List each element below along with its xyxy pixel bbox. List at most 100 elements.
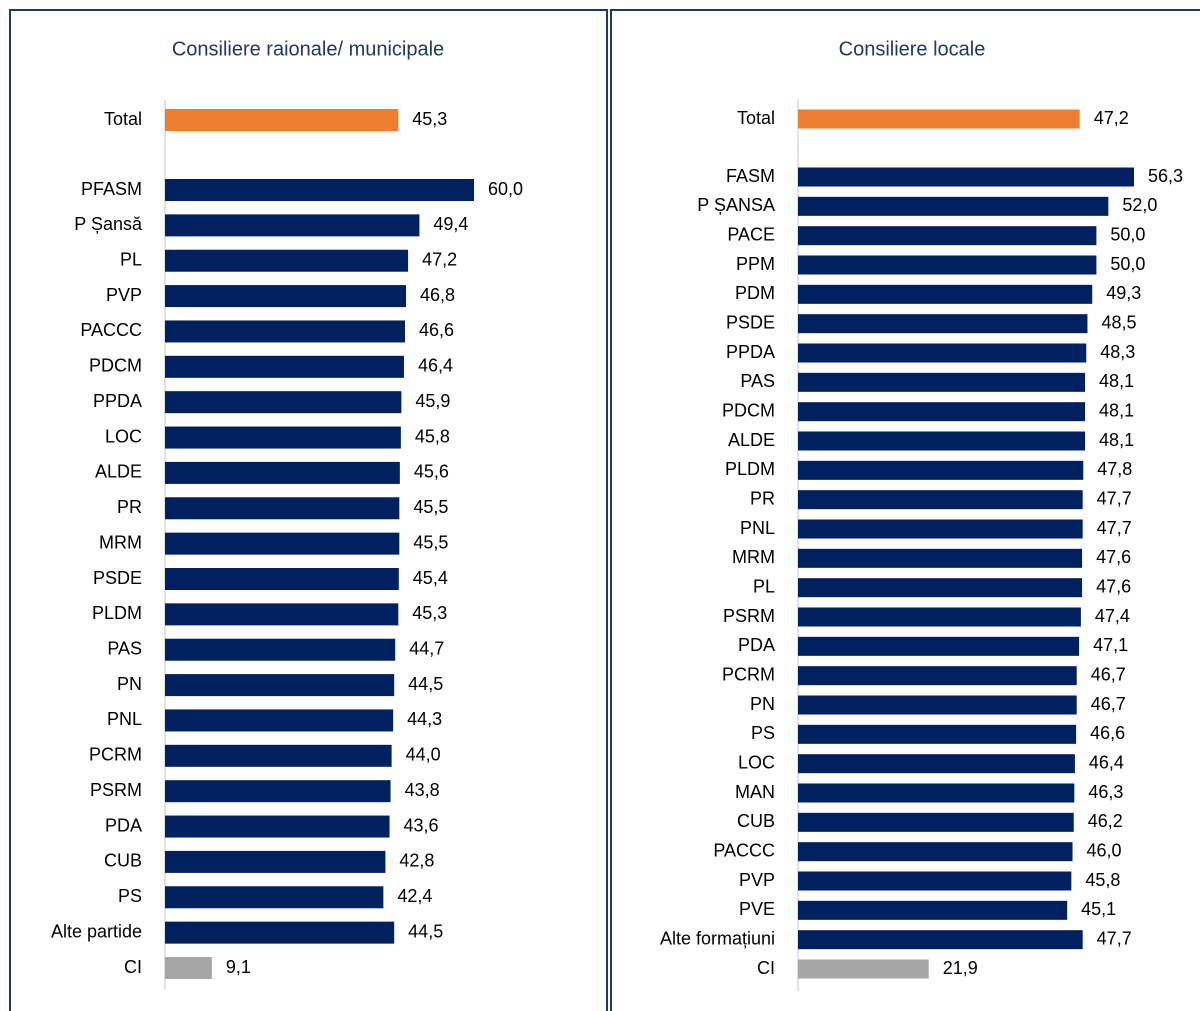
bar [798,314,1088,334]
category-label: P Șansă [74,214,143,234]
bar [165,426,401,449]
category-label: PDM [735,283,775,303]
category-label: PSRM [723,606,775,626]
bar [798,783,1075,803]
category-label: MRM [732,547,775,567]
bar [798,724,1077,744]
bar [798,519,1083,539]
category-label: PDA [105,815,142,835]
bar [165,285,407,308]
value-label: 60,0 [488,179,523,199]
bar [798,754,1075,774]
value-label: 45,3 [412,603,447,623]
bar [798,402,1086,422]
bar [798,607,1081,627]
bar [165,709,394,732]
category-label: ALDE [95,462,142,482]
category-label: PFASM [81,179,142,199]
category-label: PNL [740,518,775,538]
value-label: 46,4 [1089,752,1124,772]
category-label: PNL [107,709,142,729]
bar [165,497,400,520]
bar [798,284,1093,304]
bar [165,391,402,414]
chart-title: Consiliere locale [839,38,986,60]
category-label: CUB [104,851,142,871]
value-label: 47,7 [1097,518,1132,538]
value-label: 56,3 [1148,166,1183,186]
value-label: 47,6 [1096,576,1131,596]
bar [798,372,1086,392]
value-label: 47,4 [1095,606,1130,626]
value-label: 44,5 [408,674,443,694]
category-label: FASM [726,166,775,186]
category-label: PACCC [713,840,775,860]
value-label: 47,2 [1094,108,1129,128]
bar [798,666,1077,686]
bar [798,343,1087,363]
value-label: 45,9 [415,391,450,411]
category-label: CI [757,958,775,978]
value-label: 47,1 [1093,635,1128,655]
category-label: Alte partide [51,921,142,941]
category-label: PVP [739,870,775,890]
bar [798,578,1083,598]
value-label: 49,3 [1106,283,1141,303]
value-label: 48,1 [1099,400,1134,420]
value-label: 45,1 [1081,899,1116,919]
bar [798,255,1097,275]
category-label: PPM [736,254,775,274]
category-label: PS [118,886,142,906]
category-label: CUB [737,811,775,831]
category-label: PL [120,249,142,269]
bar [165,109,399,131]
bar [798,636,1080,656]
value-label: 43,6 [404,815,439,835]
bar [798,109,1080,129]
chart-title: Consiliere raionale/ municipale [172,38,444,60]
bar [165,921,395,944]
bar [798,842,1073,862]
category-label: Total [737,108,775,128]
category-label: LOC [105,426,142,446]
bar [798,812,1074,832]
bar [165,815,390,838]
category-label: PSDE [93,568,142,588]
category-label: PDCM [722,400,775,420]
bar [798,548,1083,568]
bar [798,900,1068,920]
value-label: 21,9 [943,958,978,978]
value-label: 46,6 [419,320,454,340]
bar [165,957,212,979]
bar [798,196,1109,216]
value-label: 48,3 [1100,342,1135,362]
value-label: 47,8 [1097,459,1132,479]
value-label: 45,4 [413,568,448,588]
value-label: 46,2 [1088,811,1123,831]
category-label: PR [117,497,142,517]
category-label: PAS [740,371,775,391]
category-label: PLDM [725,459,775,479]
value-label: 44,3 [407,709,442,729]
category-label: ALDE [728,430,775,450]
bar [165,355,404,378]
value-label: 45,8 [415,426,450,446]
value-label: 46,8 [420,285,455,305]
value-label: 49,4 [433,214,468,234]
value-label: 50,0 [1110,254,1145,274]
category-label: PL [753,576,775,596]
panel-border [9,9,608,1011]
value-label: 42,4 [397,886,432,906]
category-label: PVE [739,899,775,919]
category-label: PDCM [89,356,142,376]
value-label: 9,1 [226,957,251,977]
bar [798,460,1084,480]
bar [165,850,386,873]
bar [798,959,929,979]
value-label: 44,5 [408,921,443,941]
category-label: PSDE [726,312,775,332]
bar [798,871,1072,891]
category-label: PAS [107,638,142,658]
value-label: 47,2 [422,249,457,269]
value-label: 43,8 [405,780,440,800]
